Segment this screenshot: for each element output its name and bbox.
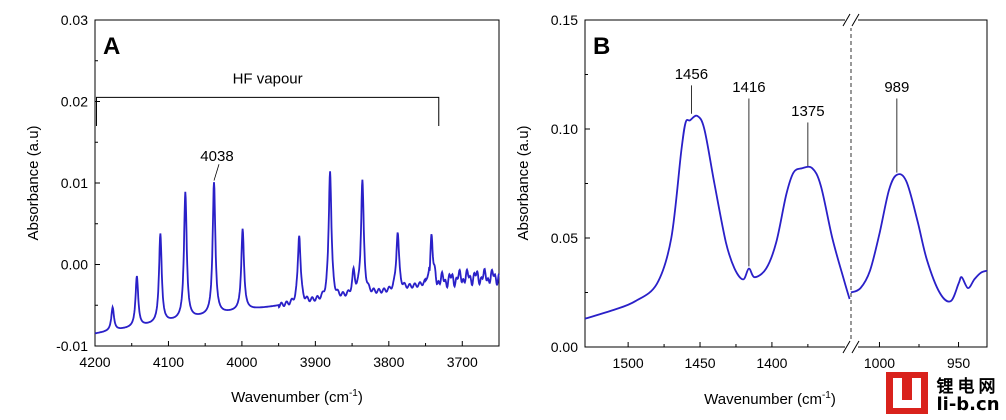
panel-b-y-tick-label: 0.10 bbox=[551, 121, 578, 137]
panel-b-series-line-right bbox=[850, 173, 988, 303]
panel-a-y-tick-label: 0.02 bbox=[61, 94, 88, 110]
panel-b-y-tick-label: 0.00 bbox=[551, 339, 578, 355]
panel-a-x-tick-label: 4100 bbox=[153, 354, 184, 370]
panel-a-frame bbox=[94, 19, 500, 347]
panel-b: B 1500 1450 1400 1000 950 0.00 0.05 0.10 0.15 14… bbox=[515, 12, 988, 408]
peak-989-label: 989 bbox=[884, 79, 909, 96]
peak-1375-label: 1375 bbox=[791, 103, 824, 120]
watermark-line-2: li-b.cn bbox=[936, 394, 1000, 415]
axis-break-mask-bottom bbox=[845, 339, 858, 355]
panel-a-x-tick-label: 4000 bbox=[226, 354, 257, 370]
panel-a-series-line bbox=[94, 171, 500, 335]
axis-break-mark-bottom-1 bbox=[842, 340, 851, 354]
panel-b-x-tick-label: 950 bbox=[947, 355, 971, 371]
peak-1456-label: 1456 bbox=[675, 66, 708, 83]
panel-a-x-tick-label: 3700 bbox=[447, 354, 478, 370]
panel-a-y-tick-label: 0.01 bbox=[61, 175, 88, 191]
panel-b-y-axis-title: Absorbance (a.u) bbox=[515, 125, 532, 240]
panel-b-series-line-left bbox=[584, 114, 851, 320]
axis-break-mark-top-2 bbox=[851, 13, 860, 27]
panel-b-x-tick-label: 1000 bbox=[864, 355, 895, 371]
axis-break-mask-top bbox=[845, 12, 858, 28]
panel-a-letter: A bbox=[103, 33, 120, 60]
panel-b-frame bbox=[584, 19, 988, 348]
panel-b-letter: B bbox=[593, 33, 610, 60]
panel-a-x-tick-label: 3800 bbox=[373, 354, 404, 370]
panel-a-y-tick-label: -0.01 bbox=[56, 338, 88, 354]
peak-4038-label: 4038 bbox=[200, 148, 233, 165]
panel-a-x-axis-title: Wavenumber (cm-1) bbox=[231, 388, 363, 406]
panel-a-x-tick-label: 4200 bbox=[79, 354, 110, 370]
peak-1416-label: 1416 bbox=[732, 79, 765, 96]
logo-glyph bbox=[893, 378, 921, 408]
panel-a-y-tick-label: 0.00 bbox=[61, 257, 88, 273]
axis-break-mark-bottom-2 bbox=[851, 340, 860, 354]
hf-vapour-label: HF vapour bbox=[233, 70, 303, 87]
panel-a-y-axis-title: Absorbance (a.u) bbox=[25, 125, 42, 240]
panel-a-x-tick-label: 3900 bbox=[300, 354, 331, 370]
panel-a-y-tick-label: 0.03 bbox=[61, 12, 88, 28]
panel-b-y-tick-label: 0.15 bbox=[551, 12, 578, 28]
watermark-line-1: 锂电网 bbox=[936, 377, 1000, 397]
panel-a: A 4200 4100 4000 3900 3800 3700 -0.01 0.00 0.01 0… bbox=[25, 12, 500, 406]
panel-b-x-axis-title: Wavenumber (cm-1) bbox=[704, 390, 836, 408]
peak-4038-leader bbox=[213, 164, 220, 181]
panel-b-x-tick-label: 1400 bbox=[756, 355, 787, 371]
hf-vapour-bracket bbox=[95, 96, 440, 126]
axis-break-mark-top-1 bbox=[842, 13, 851, 27]
panel-b-x-tick-label: 1450 bbox=[684, 355, 715, 371]
panel-b-x-tick-label: 1500 bbox=[613, 355, 644, 371]
watermark-logo bbox=[886, 372, 928, 414]
panel-b-y-tick-label: 0.05 bbox=[551, 230, 578, 246]
